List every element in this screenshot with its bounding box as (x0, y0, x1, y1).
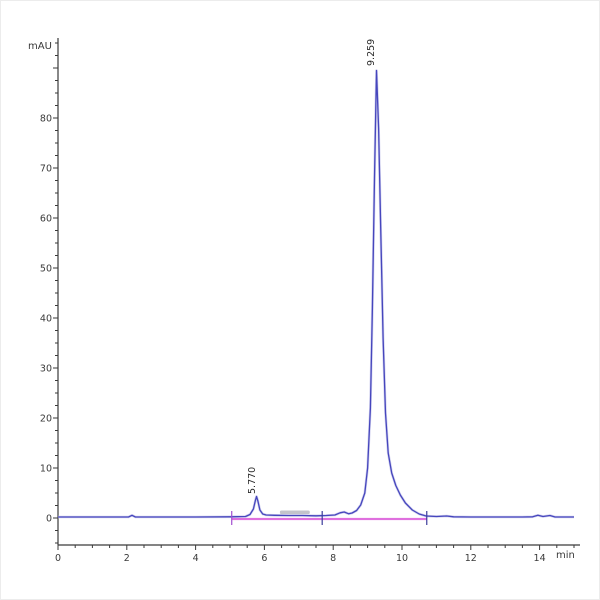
y-tick-label: 70 (40, 164, 52, 175)
uv-signal-trace (58, 69, 574, 518)
x-tick-label: 2 (124, 553, 130, 564)
x-tick-label: 8 (330, 553, 336, 564)
uv-signal-halo (58, 69, 574, 519)
peak-retention-label-2: 9.259 (366, 38, 377, 66)
y-tick-label: 10 (40, 464, 52, 475)
x-tick-label: 10 (396, 553, 408, 564)
peak-retention-label-1: 5.770 (247, 466, 258, 494)
y-tick-label: 50 (40, 264, 52, 275)
x-axis-unit-label: min (556, 550, 575, 561)
x-tick-label: 12 (465, 553, 477, 564)
y-tick-label: 60 (40, 214, 52, 225)
y-tick-label: 20 (40, 414, 52, 425)
gray-artifact-bar (279, 510, 310, 515)
x-tick-label: 6 (261, 553, 267, 564)
y-axis-unit-label: mAU (28, 41, 52, 52)
x-tick-label: 4 (193, 553, 199, 564)
y-tick-label: 30 (40, 364, 52, 375)
y-tick-label: 80 (40, 114, 52, 125)
y-tick-label: 40 (40, 314, 52, 325)
x-tick-label: 14 (534, 553, 546, 564)
x-tick-label: 0 (55, 553, 61, 564)
y-tick-label: 0 (46, 514, 52, 525)
